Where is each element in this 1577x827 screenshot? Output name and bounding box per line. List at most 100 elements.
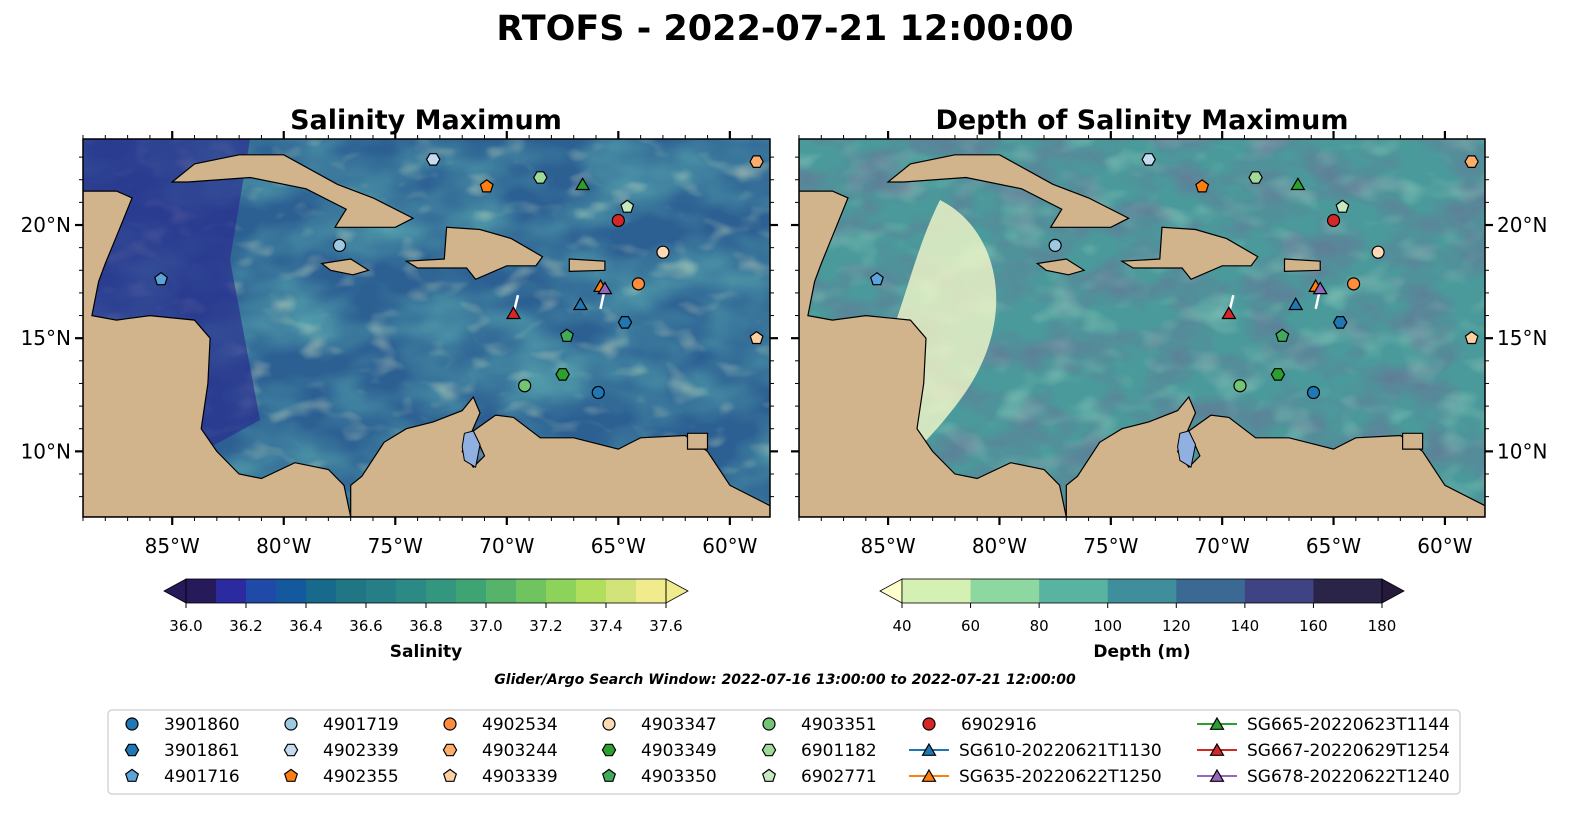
obs-marker-sg678-20220622t1240 [1312,281,1328,295]
panel-depth: Depth of Salinity Maximum 85°W 80°W 75°W 70… [791,105,1547,558]
colorbar-segment [366,579,397,603]
obs-marker-4901716 [869,271,884,286]
colorbar-segment [902,579,972,603]
colorbar-tick-label: 36.8 [409,617,442,635]
colorbar-label-depth: Depth (m) [1093,642,1190,662]
landmass [799,190,1067,517]
lake-maracaibo [461,430,481,468]
land-right [799,154,1485,517]
landmass [1035,258,1086,276]
colorbar-segment [486,579,517,603]
legend-marker-4903339 [442,768,458,782]
colorbar-extend-high [1381,578,1405,604]
legend-marker-3901860 [125,717,139,731]
colorbar-segment [246,579,277,603]
colorbar-tick-label: 80 [1030,617,1049,635]
landmass [83,190,352,517]
colorbar-segment [516,579,547,603]
obs-marker-4903350 [1275,328,1290,342]
obs-marker-4903339 [1464,330,1479,345]
obs-marker-6902916 [1326,213,1341,228]
legend-label: 4903350 [641,767,717,787]
obs-marker-sg610-20220621t1130 [1288,296,1304,311]
landmass [686,432,709,450]
obs-marker-4903349 [555,368,570,381]
colorbar-segment [970,579,1040,603]
obs-marker-4902339 [425,153,441,166]
legend-marker-4902534 [443,717,457,731]
obs-marker-3901861 [617,316,633,329]
obs-marker-3901860 [1306,385,1321,400]
obs-marker-4902339 [1141,153,1156,166]
landmass [320,258,370,276]
legend-label: 4902339 [323,741,399,761]
legend-marker-sg610-20220621t1130 [921,742,937,756]
colorbar-tick-label: 36.0 [169,617,202,635]
x-tick-label: 80°W [256,534,311,558]
obs-marker-4903351 [1233,379,1247,393]
legend-label: 6902916 [961,715,1037,735]
obs-marker-4902534 [1346,277,1361,291]
legend-label: 4903339 [482,767,558,787]
colorbar-segment [1176,579,1246,603]
colorbar-outline [901,578,1383,604]
y-tick-label: 20°N [21,213,71,237]
colorbar-segment [456,579,487,603]
obs-marker-4903351 [518,379,532,393]
landmass [568,258,606,273]
legend-marker-4902339 [283,743,299,757]
obs-marker-sg610-20220621t1130 [572,296,588,311]
colorbar-segment [1107,579,1177,603]
colorbar-segment [186,579,217,603]
colorbar-tick-label: 37.6 [649,617,682,635]
landmass [170,154,415,228]
panel-salinity: Salinity Maximum 85°W 80°W 75°W 70°W 65°W 60°… [21,105,778,558]
obs-marker-4902355 [1195,179,1210,193]
legend-marker-4903350 [601,768,617,782]
obs-marker-4901716 [154,271,169,286]
colorbar-segment [306,579,337,603]
legend-marker-sg635-20220622t1250 [921,768,937,782]
colorbar-tick-label: 36.2 [229,617,262,635]
colorbar-segment [636,579,667,603]
legend-label: 3901861 [164,741,240,761]
legend-label: 4902355 [323,767,399,787]
legend-marker-4903351 [762,717,776,731]
obs-marker-4903244 [749,155,764,168]
colorbar-tick-label: 37.4 [589,617,622,635]
figure-title: RTOFS - 2022-07-21 12:00:00 [496,9,1073,49]
colorbar-segment [396,579,427,603]
obs-marker-6902771 [1335,199,1350,213]
legend-marker-sg667-20220629t1254 [1209,742,1225,756]
colorbar-salinity: 36.0 36.2 36.4 36.6 36.8 37.0 37.2 37.4 37.6 [163,578,689,635]
colorbar-tick-label: 160 [1299,617,1328,635]
legend-label: 6901182 [801,741,877,761]
colorbar-segment [216,579,247,603]
colorbar-tick-label: 36.4 [289,617,322,635]
obs-marker-sg667-20220629t1254 [505,306,522,320]
colorbar-segment [1244,579,1314,603]
landmass [404,226,544,281]
obs-marker-4903339 [749,330,764,345]
obs-marker-4901719 [332,238,347,252]
obs-marker-4901719 [1048,238,1062,252]
land-left [83,154,770,517]
legend-marker-3901861 [124,743,140,757]
legend-marker-4903349 [601,743,617,757]
colorbar-tick-label: 37.0 [469,617,502,635]
y-tick-label: 10°N [21,439,71,463]
obs-marker-3901860 [591,385,605,400]
legend-marker-sg678-20220622t1240 [1209,768,1225,782]
y-tick-label: 20°N [1497,213,1547,237]
colorbar-tick-label: 36.6 [349,617,382,635]
x-tick-label: 65°W [591,534,646,558]
legend-marker-6902771 [761,768,777,782]
obs-marker-4903244 [1464,155,1479,168]
x-tick-label: 70°W [479,534,534,558]
legend-label: 4901719 [323,715,399,735]
search-window-note: Glider/Argo Search Window: 2022-07-16 13… [494,672,1076,688]
legend-label: SG678-20220622T1240 [1247,767,1450,787]
panel-title-salinity: Salinity Maximum [290,105,562,136]
axis-ticks-left: 85°W 80°W 75°W 70°W 65°W 60°W 20°N 15°N 10°N [21,131,778,558]
x-tick-label: 75°W [1083,534,1138,558]
